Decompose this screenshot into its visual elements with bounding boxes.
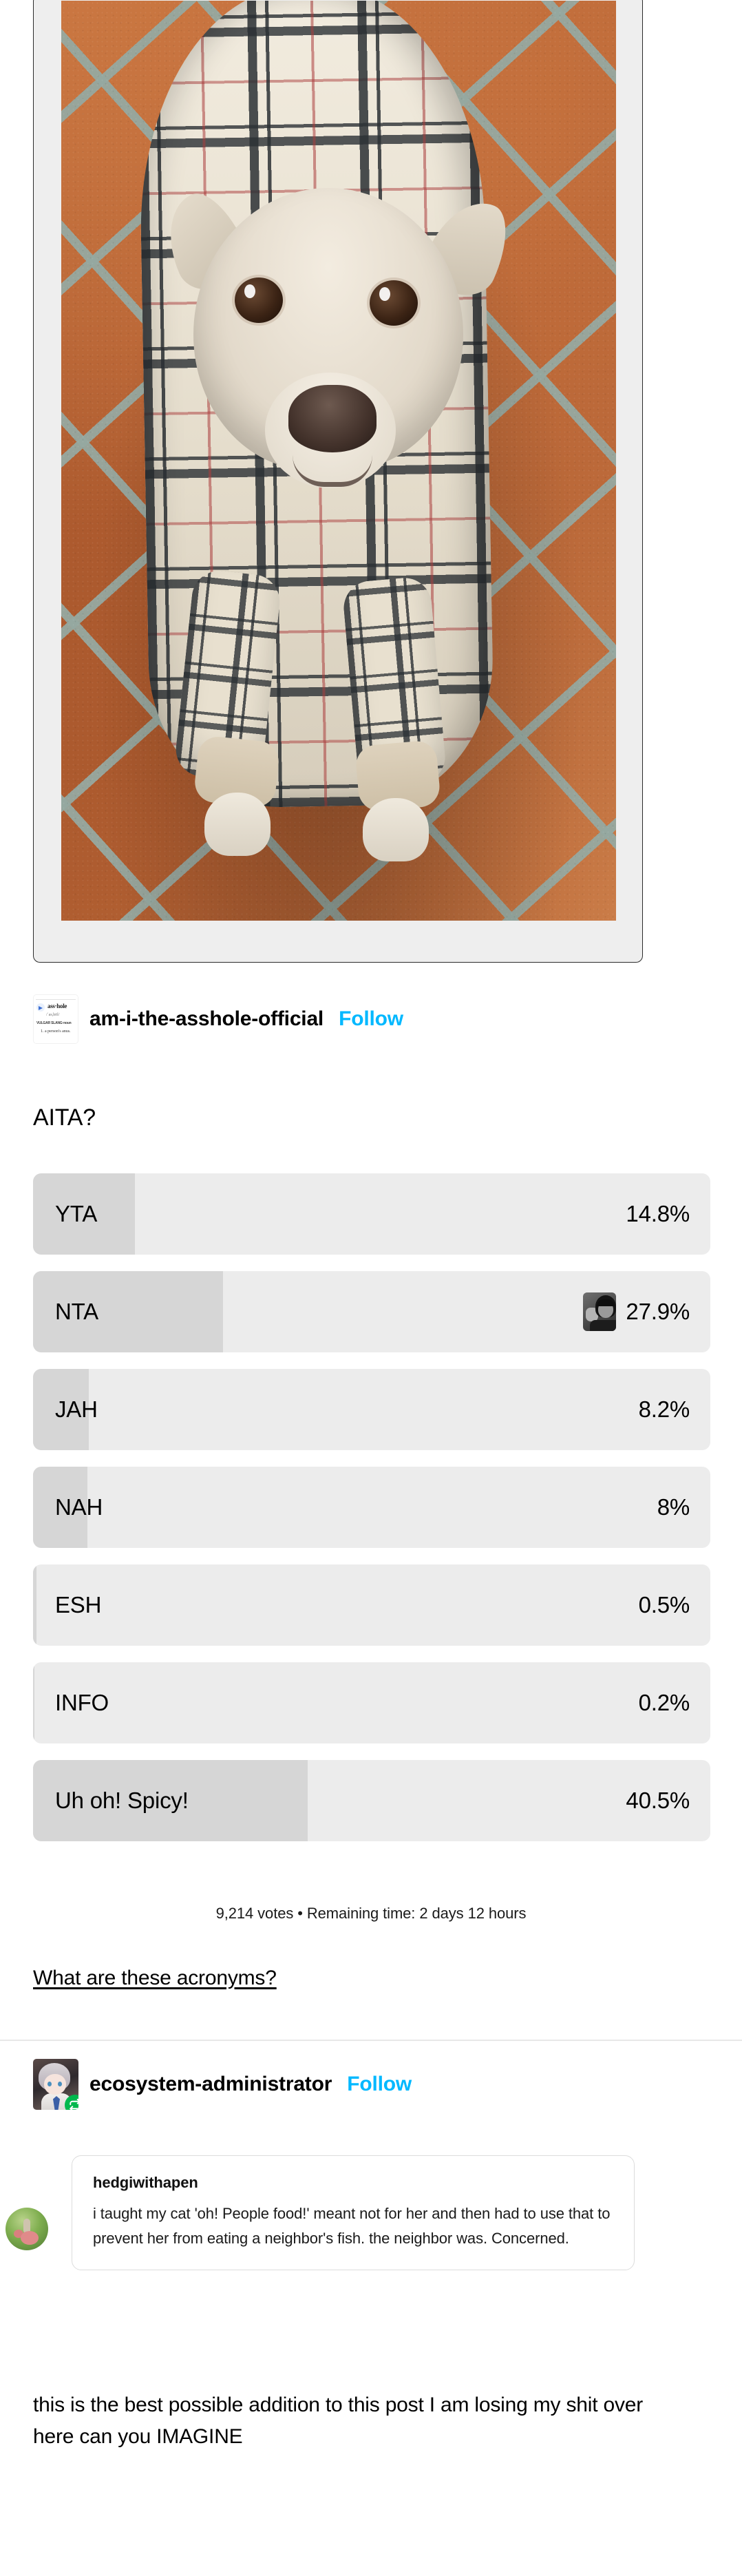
poll-option[interactable]: NTA 27.9% — [33, 1271, 710, 1352]
poll-option-label: NAH — [55, 1494, 103, 1520]
avatar-eye-left — [47, 2082, 52, 2086]
post-blog-header: ass·hole /ˈas,hōl/ VULGAR SLANG·noun 1. … — [33, 994, 403, 1044]
poll-option-percent: 27.9% — [626, 1299, 690, 1324]
dog-eye-left — [235, 278, 283, 323]
avatar-person — [23, 2219, 30, 2234]
dictionary-definition: 1. a person's anus. — [41, 1029, 71, 1034]
blog-name[interactable]: am-i-the-asshole-official — [89, 1007, 324, 1030]
poll-option-label: NTA — [55, 1299, 98, 1324]
poll-option-label: ESH — [55, 1592, 102, 1617]
speaker-icon — [36, 1003, 45, 1012]
post-photo-frame[interactable] — [33, 0, 643, 963]
poll-option-right: 0.5% — [639, 1592, 690, 1618]
avatar-flower — [21, 2231, 39, 2245]
avatar-eye-right — [58, 2082, 62, 2086]
avatar-tie — [53, 2096, 60, 2110]
dog-paw-left — [204, 793, 271, 856]
anime-character-avatar[interactable] — [33, 2059, 78, 2110]
poll-option[interactable]: YTA 14.8% — [33, 1173, 710, 1255]
dictionary-word: ass·hole — [47, 1003, 67, 1009]
poll-option-fill — [33, 1369, 89, 1450]
poll-option-label: INFO — [55, 1690, 109, 1715]
poll-option-fill — [33, 1760, 308, 1841]
quote-box: hedgiwithapen i taught my cat 'oh! Peopl… — [72, 2155, 635, 2271]
garden-photo-avatar[interactable] — [6, 2208, 48, 2250]
poll-option-fill — [33, 1662, 34, 1743]
poll-meta: 9,214 votes • Remaining time: 2 days 12 … — [215, 1905, 527, 1922]
follow-button[interactable]: Follow — [347, 2073, 412, 2095]
poll-option-right: 40.5% — [626, 1788, 690, 1814]
voter-avatar-body — [590, 1320, 617, 1331]
voter-avatar-bangs — [597, 1299, 615, 1306]
poll-option[interactable]: JAH 8.2% — [33, 1369, 710, 1450]
poll-option[interactable]: INFO 0.2% — [33, 1662, 710, 1743]
poll-option[interactable]: NAH 8% — [33, 1467, 710, 1548]
poll-option-percent: 8% — [657, 1494, 690, 1520]
poll-option-percent: 0.5% — [638, 1592, 690, 1617]
poll-option-label: YTA — [55, 1201, 98, 1226]
acronyms-link[interactable]: What are these acronyms? — [33, 1967, 277, 1989]
poll-option-right: 8.2% — [639, 1396, 690, 1423]
poll-option-fill — [33, 1271, 223, 1352]
quote-author[interactable]: hedgiwithapen — [93, 2174, 198, 2191]
poll-option-percent: 40.5% — [626, 1788, 690, 1813]
voter-avatar-hand — [586, 1308, 599, 1321]
reblog-commentary: this is the best possible addition to th… — [33, 2394, 644, 2448]
poll-option-percent: 14.8% — [626, 1201, 690, 1226]
post-divider — [0, 2040, 742, 2041]
poll-options-list: YTA 14.8% NTA 27.9% JAH 8.2% NAH 8 — [33, 1173, 710, 1858]
poll-option-fill — [33, 1467, 87, 1548]
avatar-image: ass·hole /ˈas,hōl/ VULGAR SLANG·noun 1. … — [34, 995, 78, 1043]
poll-option-label: JAH — [55, 1396, 98, 1422]
poll-option-percent: 8.2% — [638, 1396, 690, 1422]
poll-option-fill — [33, 1564, 36, 1646]
voter-avatar[interactable] — [583, 1292, 617, 1331]
poll-option[interactable]: ESH 0.5% — [33, 1564, 710, 1646]
quote-text: i taught my cat 'oh! People food!' meant… — [93, 2205, 611, 2247]
poll-option-label: Uh oh! Spicy! — [55, 1788, 189, 1813]
post-photo[interactable] — [61, 1, 616, 921]
poll-option-right: 27.9% — [583, 1292, 690, 1331]
dog-paw-right — [363, 798, 429, 861]
poll-option[interactable]: Uh oh! Spicy! 40.5% — [33, 1760, 710, 1841]
reblog-icon — [65, 2095, 78, 2110]
follow-button[interactable]: Follow — [339, 1007, 403, 1030]
dog-mouth — [293, 455, 372, 487]
blog-name[interactable]: ecosystem-administrator — [89, 2073, 332, 2095]
dictionary-tag: VULGAR SLANG·noun — [36, 1021, 72, 1025]
poll-option-fill — [33, 1173, 135, 1255]
reblog-blog-header: ecosystem-administrator Follow — [33, 2059, 412, 2110]
poll-question: AITA? — [33, 1104, 96, 1131]
poll-option-right: 14.8% — [626, 1201, 690, 1227]
poll-option-right: 8% — [657, 1494, 690, 1520]
dog-eye-right — [370, 280, 418, 326]
dictionary-ipa: /ˈas,hōl/ — [46, 1013, 60, 1017]
avatar-rule — [36, 999, 76, 1000]
poll-option-percent: 0.2% — [638, 1690, 690, 1715]
poll-option-right: 0.2% — [639, 1690, 690, 1716]
dog-nose — [288, 385, 377, 452]
dictionary-screenshot-avatar[interactable]: ass·hole /ˈas,hōl/ VULGAR SLANG·noun 1. … — [33, 994, 78, 1044]
